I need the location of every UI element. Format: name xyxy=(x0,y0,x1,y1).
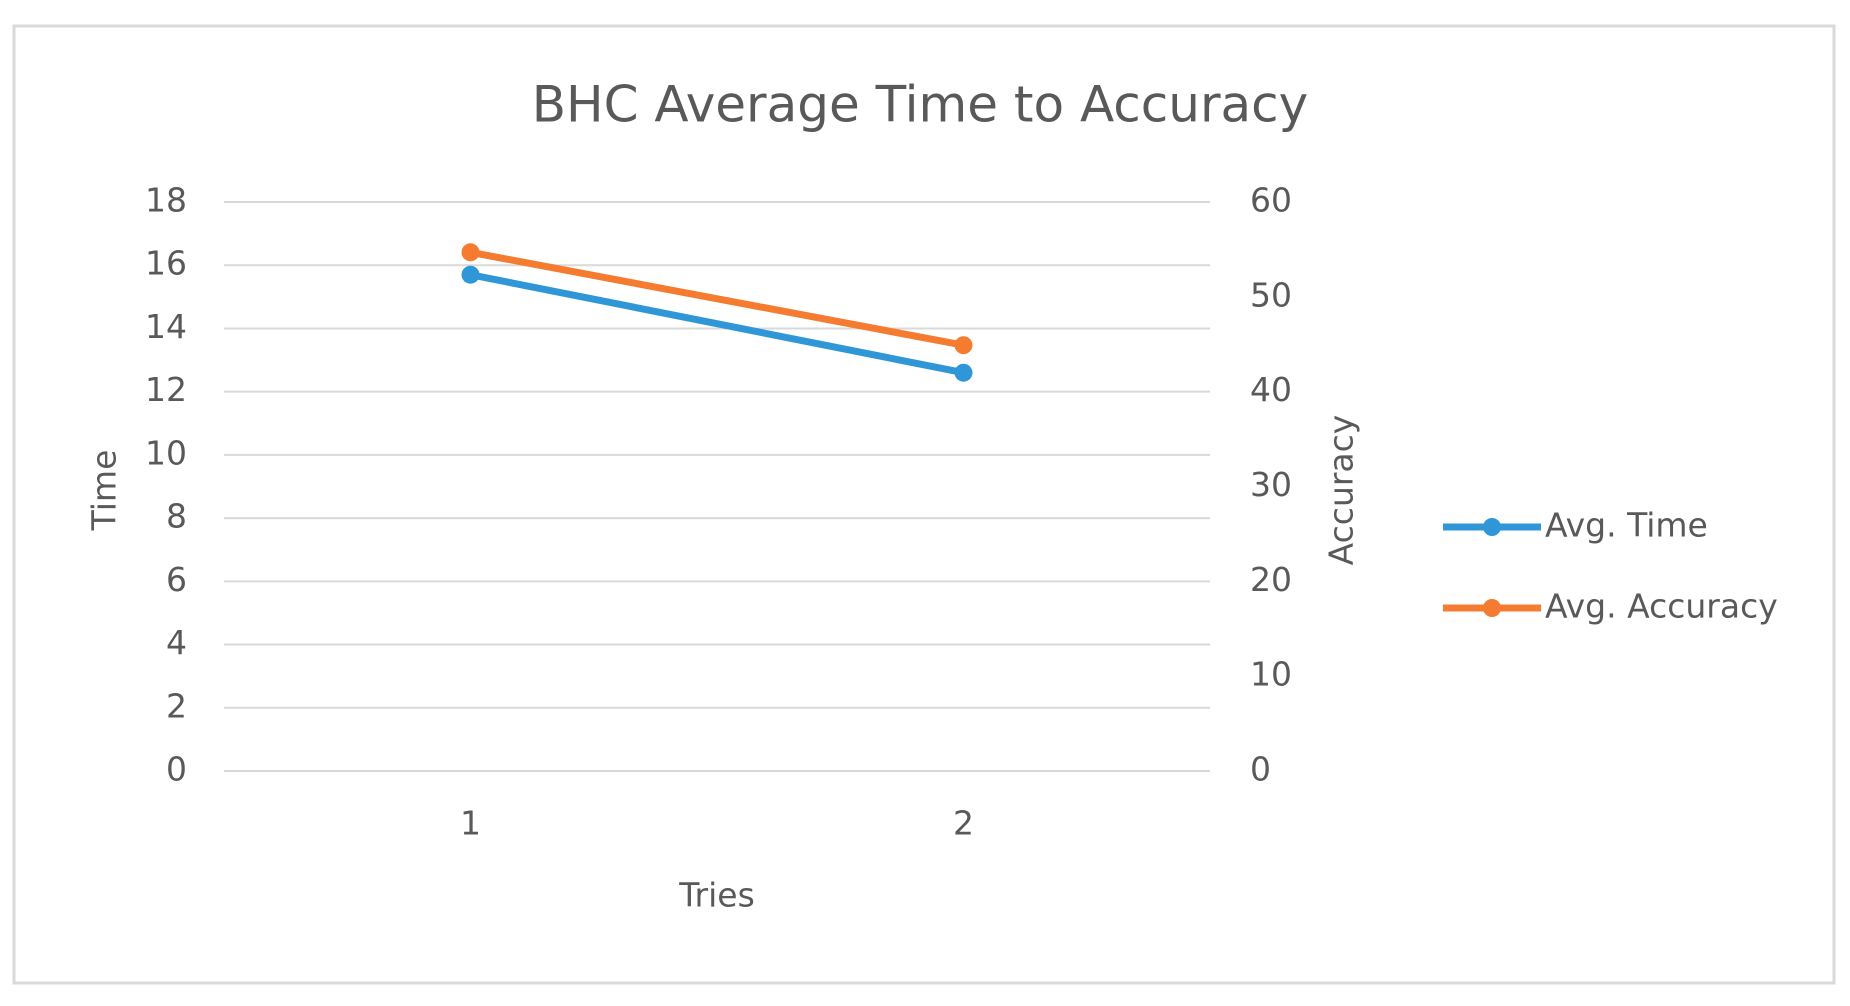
chart-title: BHC Average Time to Accuracy xyxy=(532,76,1309,134)
x-tick-label: 2 xyxy=(953,804,974,843)
legend-label: Avg. Time xyxy=(1545,506,1708,545)
y2-tick-label: 60 xyxy=(1250,181,1292,220)
data-point xyxy=(954,363,973,382)
series-line xyxy=(469,271,965,377)
x-axis-label: Tries xyxy=(678,876,755,915)
data-point xyxy=(954,336,973,355)
legend-marker xyxy=(1483,599,1501,617)
y-axis-label: Time xyxy=(85,450,124,532)
y-tick-label: 6 xyxy=(166,560,187,599)
y2-tick-label: 20 xyxy=(1250,560,1292,599)
data-point xyxy=(461,243,480,262)
y2-axis-label: Accuracy xyxy=(1322,415,1361,566)
y2-tick-label: 30 xyxy=(1250,465,1292,504)
y2-tick-label: 40 xyxy=(1250,370,1292,409)
y-tick-label: 8 xyxy=(166,497,187,536)
legend-marker xyxy=(1483,518,1501,536)
y-tick-label: 14 xyxy=(145,307,187,346)
y-tick-label: 16 xyxy=(145,244,187,283)
y-tick-label: 10 xyxy=(145,433,187,472)
y2-tick-label: 10 xyxy=(1250,655,1292,694)
y-tick-label: 0 xyxy=(166,750,187,789)
data-point xyxy=(461,265,480,284)
y-tick-label: 12 xyxy=(145,370,187,409)
y-tick-label: 2 xyxy=(166,686,187,725)
x-tick-label: 1 xyxy=(460,804,481,843)
chart-border xyxy=(12,24,1836,985)
y-tick-label: 18 xyxy=(145,181,187,220)
y2-tick-label: 0 xyxy=(1250,750,1271,789)
y-tick-label: 4 xyxy=(166,623,187,662)
series-line xyxy=(469,248,965,349)
y2-tick-label: 50 xyxy=(1250,275,1292,314)
legend-label: Avg. Accuracy xyxy=(1545,587,1778,626)
